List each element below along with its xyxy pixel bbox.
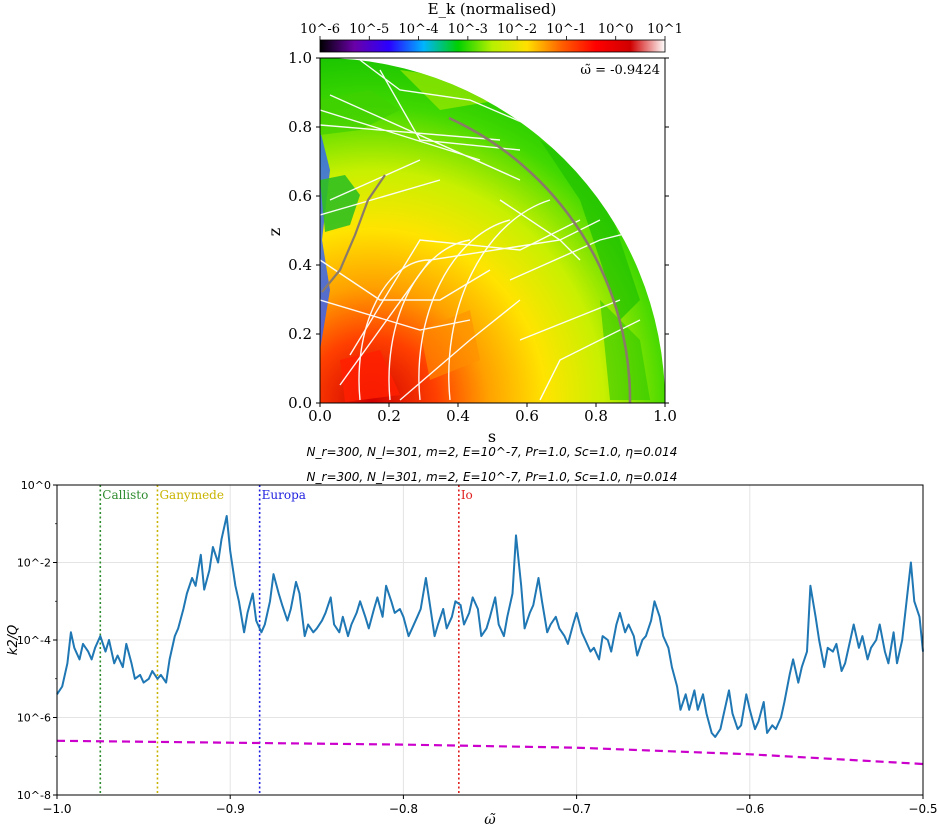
moon-label-europa: Europa bbox=[262, 488, 306, 502]
spectrum-ytick-label: 10^-8 bbox=[17, 789, 51, 802]
meridional-yticks: 0.0 0.2 0.4 0.6 0.8 1.0 bbox=[288, 49, 669, 412]
spectrum-xlabel: ω̃ bbox=[484, 812, 496, 828]
spectrum-xtick-label: −0.7 bbox=[562, 802, 591, 816]
spectrum-vlines: Callisto Ganymede Europa Io bbox=[99, 485, 473, 795]
meridional-xtick-label: 0.4 bbox=[446, 407, 470, 425]
meridional-xtick-label: 0.6 bbox=[515, 407, 539, 425]
meridional-ylabel: z bbox=[265, 228, 284, 236]
spectrum-figure: N_r=300, N_l=301, m=2, E=10^-7, Pr=1.0, … bbox=[6, 470, 938, 828]
spectrum-xtick-label: −0.8 bbox=[389, 802, 418, 816]
meridional-ytick-label: 1.0 bbox=[288, 49, 312, 67]
critical-curve-inner bbox=[321, 174, 386, 293]
meridional-heatmap bbox=[320, 58, 665, 403]
spectrum-xtick-label: −0.6 bbox=[735, 802, 764, 816]
spectrum-xtick-label: −0.9 bbox=[216, 802, 245, 816]
spectrum-title: N_r=300, N_l=301, m=2, E=10^-7, Pr=1.0, … bbox=[307, 470, 678, 484]
meridional-xtick-label: 1.0 bbox=[653, 407, 677, 425]
meridional-axes-frame bbox=[319, 57, 666, 404]
colorbar-tick-label: 10^0 bbox=[598, 22, 634, 37]
spectrum-series bbox=[56, 515, 924, 766]
colorbar-tick-label: 10^-5 bbox=[349, 22, 389, 37]
meridional-xtick-label: 0.2 bbox=[377, 407, 401, 425]
spectrum-yticks: 10^0 10^-2 10^-4 10^-6 10^-8 bbox=[17, 479, 57, 802]
moon-label-io: Io bbox=[461, 488, 473, 502]
colorbar-tick-label: 10^-1 bbox=[546, 22, 586, 37]
critical-curve-outer bbox=[448, 116, 632, 403]
colorbar-tick-label: 10^-4 bbox=[399, 22, 439, 37]
omega-annotation: ω̃ = -0.9424 bbox=[580, 63, 660, 78]
k2q-series-line bbox=[56, 515, 924, 738]
meridional-xtick-label: 0.0 bbox=[308, 407, 332, 425]
reference-dashed-line bbox=[56, 739, 924, 766]
meridional-caption: N_r=300, N_l=301, m=2, E=10^-7, Pr=1.0, … bbox=[307, 445, 678, 459]
spectrum-xtick-label: −0.5 bbox=[908, 802, 937, 816]
spectrum-xtick-label: −1.0 bbox=[42, 802, 71, 816]
meridional-xtick-label: 0.8 bbox=[584, 407, 608, 425]
spectrum-ytick-label: 10^0 bbox=[21, 479, 51, 492]
meridional-ytick-label: 0.2 bbox=[288, 325, 312, 343]
colorbar-tick-label: 10^-6 bbox=[300, 22, 340, 37]
meridional-ytick-label: 0.4 bbox=[288, 256, 312, 274]
meridional-figure: E_k (normalised) 10^-6 10^-5 10^-4 10^-3 10^… bbox=[265, 0, 683, 459]
meridional-ytick-label: 0.6 bbox=[288, 187, 312, 205]
moon-label-callisto: Callisto bbox=[102, 488, 148, 502]
ray-paths bbox=[320, 59, 641, 401]
colorbar-tick-label: 10^-2 bbox=[497, 22, 537, 37]
meridional-xlabel: s bbox=[488, 427, 496, 446]
colorbar-tick-label: 10^1 bbox=[647, 22, 683, 37]
spectrum-ylabel: k2/Q bbox=[6, 625, 21, 655]
meridional-ytick-label: 0.0 bbox=[288, 394, 312, 412]
meridional-ytick-label: 0.8 bbox=[288, 118, 312, 136]
spectrum-ytick-label: 10^-6 bbox=[17, 712, 51, 725]
spectrum-ytick-label: 10^-4 bbox=[17, 634, 51, 647]
colorbar-tick-label: 10^-3 bbox=[448, 22, 488, 37]
colorbar-ticks: 10^-6 10^-5 10^-4 10^-3 10^-2 10^-1 10^0 10^1 bbox=[300, 22, 683, 40]
colorbar-label: E_k (normalised) bbox=[428, 0, 557, 18]
spectrum-ytick-label: 10^-2 bbox=[17, 557, 51, 570]
colorbar bbox=[319, 39, 666, 53]
spectrum-xticks: −1.0 −0.9 −0.8 −0.7 −0.6 −0.5 bbox=[42, 795, 938, 816]
moon-label-ganymede: Ganymede bbox=[159, 488, 224, 502]
spectrum-grid bbox=[56, 484, 924, 796]
meridional-xticks: 0.0 0.2 0.4 0.6 0.8 1.0 bbox=[308, 403, 677, 425]
